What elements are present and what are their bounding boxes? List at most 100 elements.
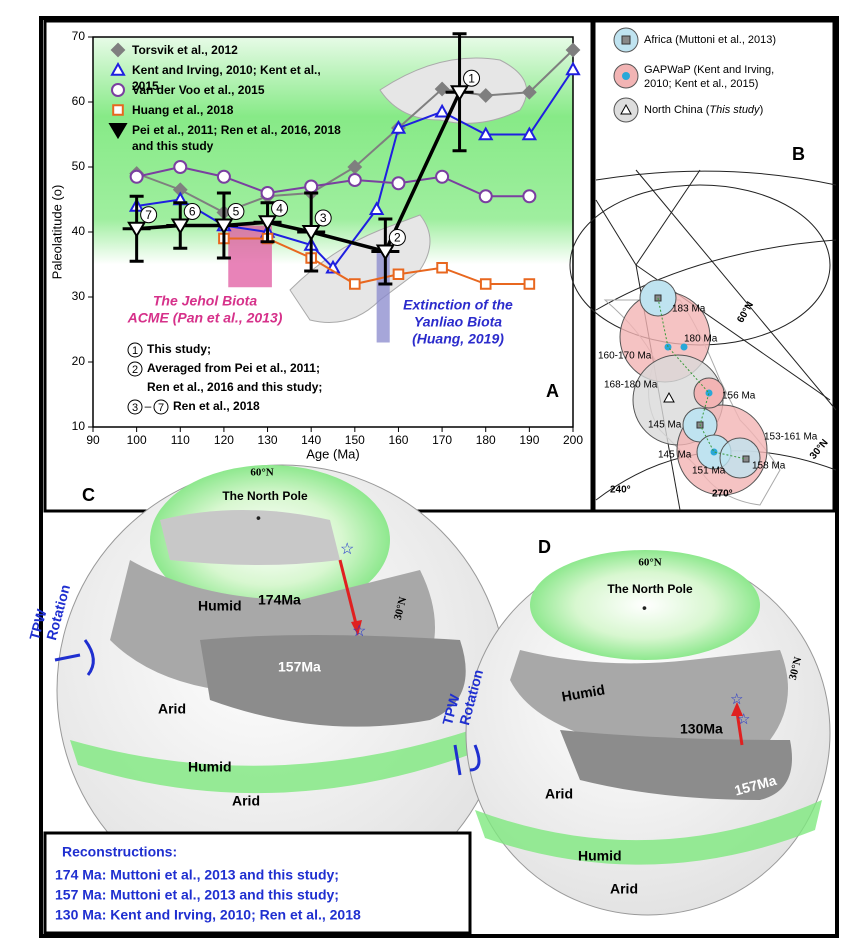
marker [375, 244, 395, 261]
panel-b-frame [592, 19, 836, 513]
reconstructions-line: 174 Ma: Muttoni et al., 2013 and this st… [55, 867, 339, 883]
y-tick-label: 30 [72, 289, 86, 303]
legend-entry: Kent and Irving, 2010; Kent et al., 2015 [132, 63, 321, 93]
arrow [735, 711, 744, 746]
reconstructions-box [43, 831, 472, 935]
note-text: Ren et al., 2018 [173, 399, 260, 413]
reconstructions-title: Reconstructions: [62, 844, 177, 860]
marker [521, 126, 538, 141]
marker [214, 218, 234, 235]
x-tick-label: 90 [86, 433, 100, 447]
marker [257, 215, 278, 232]
x-tick-label: 150 [345, 433, 365, 447]
y-tick-label: 10 [72, 419, 86, 433]
y-tick-label: 20 [72, 354, 86, 368]
marker [565, 42, 581, 58]
x-tick-label: 130 [258, 433, 278, 447]
globe-label: 174Ma [258, 592, 301, 608]
marker [304, 179, 319, 194]
span-label: The Jehol Biota [153, 293, 257, 309]
rotation-arrow [54, 639, 95, 676]
series-line [223, 237, 530, 286]
marker [565, 61, 581, 76]
marker [449, 85, 470, 102]
legend-entry: Van der Voo et al., 2015 [132, 83, 265, 97]
path-line [657, 297, 747, 460]
globe-label: 157Ma [278, 659, 321, 675]
marker [112, 104, 124, 116]
panel-d: D ☆ ☆ 60°N The North Pole • Humid 130Ma … [439, 537, 831, 916]
point-label: 4 [276, 201, 283, 215]
point-label-circle [271, 199, 289, 217]
note-text: Averaged from Pei et al., 2011; [147, 361, 320, 375]
span [376, 251, 390, 343]
marker [522, 189, 537, 204]
globe-label: TPW [439, 692, 463, 727]
point-label-circle [314, 209, 332, 227]
pole-dot: • [256, 510, 261, 526]
marker [173, 160, 188, 174]
point-label: 5 [233, 205, 240, 219]
x-tick-label: 120 [214, 433, 234, 447]
series-line [136, 165, 530, 198]
legend-label: This study [709, 104, 761, 116]
marker [391, 176, 406, 191]
x-tick-label: 140 [301, 433, 321, 447]
pole-label: 180 Ma [684, 334, 718, 345]
x-tick-label: 110 [171, 433, 190, 447]
pole-label: 145 Ma [658, 450, 692, 461]
marker [127, 221, 147, 238]
globe-label: 30°N [392, 596, 410, 622]
note-marker-circle [153, 399, 169, 415]
x-tick-label: 180 [476, 433, 496, 447]
marker [435, 169, 450, 184]
span-label: (Huang, 2019) [412, 331, 504, 347]
globe-label: Humid [560, 681, 606, 704]
x-axis-label: Age (Ma) [306, 446, 359, 461]
note-marker: 3 [132, 402, 138, 414]
legend-label: North China ( [644, 104, 710, 116]
legend-label: Africa (Muttoni et al., 2013) [644, 34, 776, 46]
note-marker: 7 [158, 402, 164, 414]
globe-label: Humid [198, 598, 242, 614]
legend-label: Pei et al., 2011; Ren et al., 2016, 2018… [132, 123, 341, 153]
continent [160, 510, 340, 565]
x-tick-label: 200 [563, 433, 583, 447]
pole-label: 153-161 Ma [764, 432, 818, 443]
y-axis-label: Paleolatitude (o) [49, 185, 64, 280]
marker [349, 278, 361, 290]
marker [368, 201, 385, 216]
marker [301, 225, 321, 242]
pole-label: 151 Ma [692, 466, 726, 477]
marker [479, 278, 492, 290]
marker [110, 61, 126, 76]
pole-label: 160-170 Ma [598, 351, 652, 362]
point-label-circle [227, 203, 245, 220]
point-label-circle [388, 229, 406, 246]
marker [111, 83, 125, 97]
point-label-circle [463, 69, 481, 87]
grid-label: 60°N [735, 300, 756, 325]
legend-label: 2010; Kent et al., 2015) [644, 78, 758, 90]
y-tick-label: 70 [72, 29, 86, 43]
x-tick-label: 160 [388, 433, 408, 447]
marker [129, 169, 144, 184]
globe-label: Arid [232, 793, 260, 809]
star: ☆ [352, 623, 366, 640]
marker [347, 173, 362, 187]
note-marker-circle [127, 399, 143, 415]
marker [434, 103, 450, 118]
marker [434, 81, 450, 97]
pole-label: 183 Ma [672, 304, 706, 315]
marker [523, 278, 536, 290]
panel-label: C [82, 485, 95, 505]
note-text: This study; [147, 342, 211, 356]
globe-label: Arid [610, 881, 638, 897]
legend-label: North China (This study) [644, 104, 763, 116]
y-tick-label: 60 [72, 94, 86, 108]
continent [200, 635, 466, 727]
pole [710, 448, 718, 456]
globe-label: Humid [188, 759, 232, 775]
continent [560, 730, 792, 800]
legend-label: Van der Voo et al., 2015 [132, 83, 265, 97]
